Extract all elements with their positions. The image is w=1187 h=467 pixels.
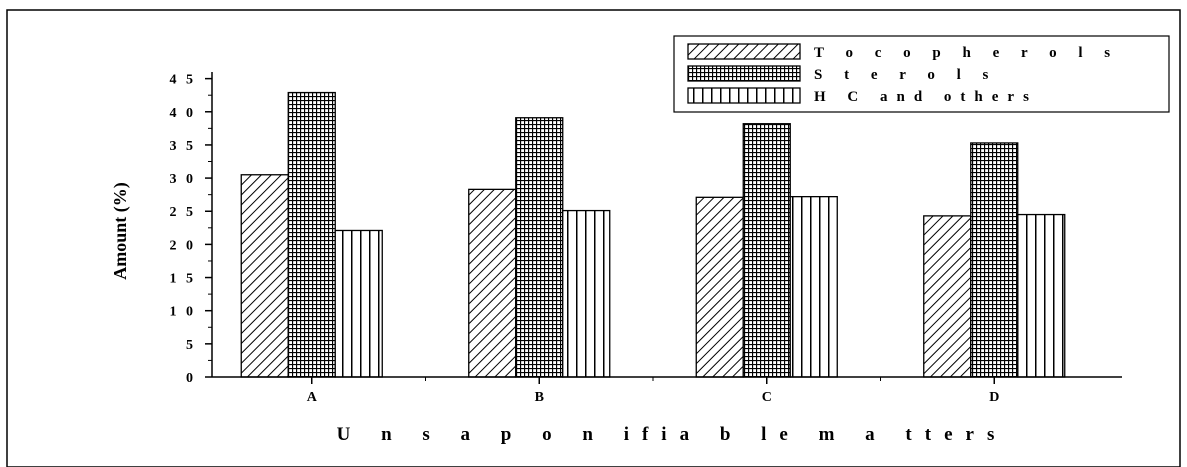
figure-frame [6,9,1181,467]
legend-swatch-diagonal-hatch [687,43,801,60]
bar-C-grid-hatch [742,123,791,378]
bar-C-diagonal-hatch [695,196,744,378]
y-tick-label: 1 5 [170,272,197,287]
y-tick-label: 2 0 [170,238,197,253]
bar-B-vertical-hatch [562,209,611,378]
bar-C-vertical-hatch [789,196,838,378]
legend-label: H C and others [814,89,1038,105]
axes-group: 0 5 1 0 1 5 2 0 2 5 3 0 3 5 4 0 4 5 A B C D [170,72,1122,405]
y-tick-label: 3 5 [170,139,197,154]
bar-B-diagonal-hatch [468,188,517,378]
x-tick-label: D [989,390,999,405]
bar-B-grid-hatch [515,117,564,378]
bar-A-vertical-hatch [334,229,383,378]
y-tick-label: 3 0 [170,172,197,187]
legend-label: T o c o p h e r o l s [814,45,1119,61]
y-tick-label: 1 0 [170,305,197,320]
bar-D-vertical-hatch [1017,213,1066,378]
legend: T o c o p h e r o l s S t e r o l s H C an… [673,35,1170,113]
x-tick-label: B [535,390,544,405]
y-tick-label: 4 0 [170,106,197,121]
x-tick-label: A [307,390,318,405]
x-tick-label: C [762,390,772,405]
y-tick-label: 2 5 [170,205,197,220]
y-tick-label: 4 5 [170,73,197,88]
y-axis-title: Amount (%) [110,182,131,280]
y-tick-label: 0 [186,371,196,386]
y-tick-label: 5 [186,338,196,353]
bar-D-diagonal-hatch [923,215,972,378]
bars-group [240,91,1066,378]
legend-swatch-grid-hatch [687,65,801,82]
bar-D-grid-hatch [970,142,1019,378]
legend-label: S t e r o l s [814,67,997,83]
bar-A-grid-hatch [287,91,336,378]
x-axis-title: U n s a p o n ifia b le m a tters [337,424,1008,445]
legend-swatch-vertical-hatch [687,87,801,104]
bar-A-diagonal-hatch [240,174,289,378]
